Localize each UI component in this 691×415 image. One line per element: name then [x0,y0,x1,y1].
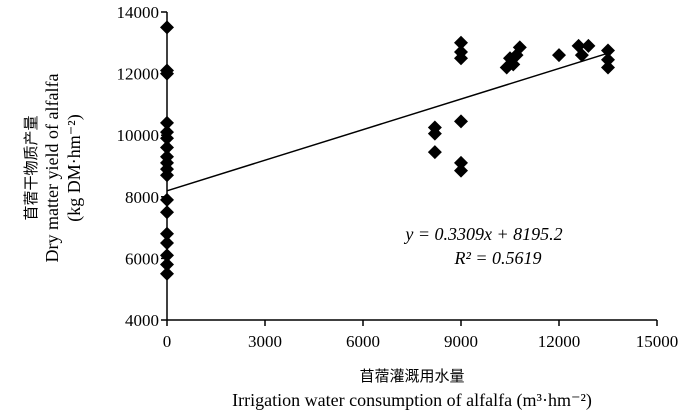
data-point [512,40,527,55]
data-point [454,35,468,50]
data-point [454,155,468,170]
data-point [160,248,174,263]
data-point [160,20,174,35]
y-tick-label: 12000 [117,65,160,84]
data-point [427,126,442,141]
data-point [160,266,174,281]
x-axis-label-en: Irrigation water consumption of alfalfa … [232,390,592,411]
data-point [427,145,442,160]
x-tick-label: 3000 [248,332,282,351]
data-point [601,43,615,58]
regression-equation: y = 0.3309x + 8195.2 [403,224,562,244]
x-tick-label: 15000 [636,332,679,351]
data-point [160,226,174,241]
data-point [552,48,566,63]
data-point [581,38,596,53]
data-points [160,20,615,281]
axes: 4000 6000 8000 10000 12000 14000 0 3000 6000 9000… [117,3,679,351]
data-point [574,48,589,63]
data-point [454,114,468,129]
data-point [160,236,174,250]
data-point [601,52,615,67]
data-point [454,163,468,178]
data-point [160,140,174,155]
x-tick-label: 12000 [538,332,581,351]
data-point [499,60,514,75]
data-point [454,51,468,66]
data-point [160,205,174,220]
data-point [160,115,174,130]
trendline-group [166,52,609,192]
axis-labels: 苜蓿灌溉用水量 Irrigation water consumption of … [22,74,592,411]
y-axis-label-en-line1: Dry matter yield of alfalfa [42,74,62,263]
y-tick-label: 4000 [125,311,159,330]
data-point [160,192,174,207]
r-squared-label: R² = 0.5619 [453,248,541,268]
data-point [160,131,174,146]
x-tick-label: 9000 [444,332,478,351]
data-point [601,60,615,75]
y-axis-label-cn: 苜蓿干物质产量 [22,115,40,220]
x-tick-label: 6000 [346,332,380,351]
x-axis-label-cn: 苜蓿灌溉用水量 [359,367,464,385]
x-tick-label: 0 [163,332,172,351]
data-point [160,257,174,272]
data-point [160,168,174,183]
data-point [160,66,174,81]
y-tick-label: 10000 [117,126,160,145]
y-axis-label-en-line2: (kg DM·hm⁻²) [64,114,85,221]
trendline [166,52,609,192]
y-tick-label: 6000 [125,249,159,268]
y-tick-label: 8000 [125,188,159,207]
y-tick-label: 14000 [117,3,160,22]
